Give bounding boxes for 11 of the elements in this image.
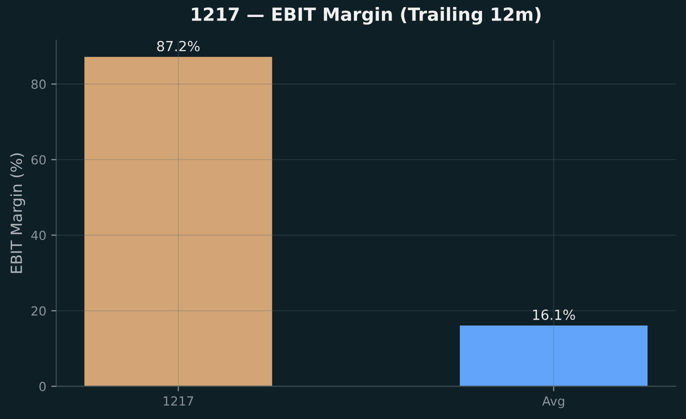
y-tick-label: 80 xyxy=(31,80,46,89)
y-tick-label: 0 xyxy=(39,382,46,392)
y-axis-title: EBIT Margin (%) xyxy=(10,153,26,273)
y-tick-label: 40 xyxy=(31,230,46,240)
y-tick-label: 60 xyxy=(31,155,46,165)
chart-title: 1217 — EBIT Margin (Trailing 12m) xyxy=(192,7,540,25)
data-label: 16.1% xyxy=(533,310,575,320)
y-tick-label: 20 xyxy=(32,306,46,316)
x-tick-label: Avg xyxy=(542,396,564,408)
x-tick-label: 1217 xyxy=(164,396,194,406)
data-label: 87.2% xyxy=(157,40,200,52)
